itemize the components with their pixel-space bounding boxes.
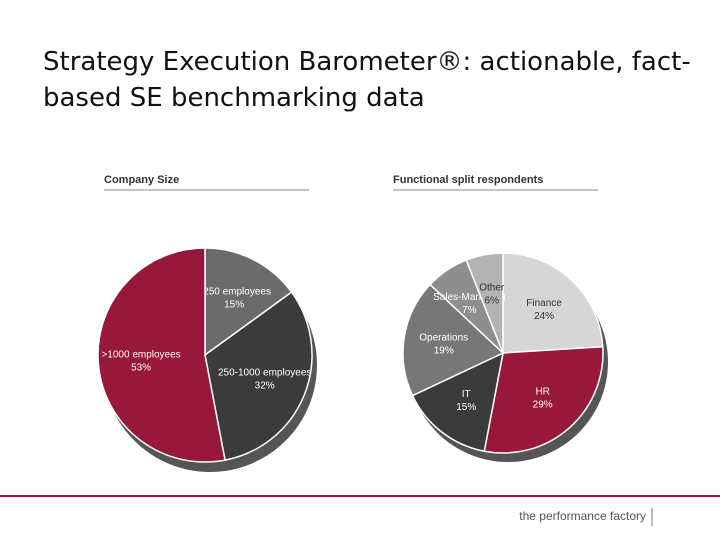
slice-value: 7% <box>462 305 477 316</box>
slice-value: 15% <box>456 402 476 413</box>
slice-label: >1000 employees <box>101 350 180 361</box>
slice-label: Operations <box>419 332 468 343</box>
footer-brand: the performance factory <box>519 509 646 523</box>
slice-value: 24% <box>534 311 554 322</box>
slice-value: 29% <box>533 400 553 411</box>
pie-slice <box>97 247 226 463</box>
slice-label: Sales-Marketing <box>433 292 505 303</box>
slide-title: Strategy Execution Barometer®: actionabl… <box>43 47 691 113</box>
slice-value: 15% <box>224 299 244 310</box>
slice-label: IT <box>462 389 471 400</box>
slice-label: <250 employees <box>197 286 271 297</box>
slice-label: 250-1000 employees <box>218 367 311 378</box>
chart-title: Company Size <box>104 174 179 186</box>
chart-title: Functional split respondents <box>393 174 543 186</box>
slice-label: HR <box>535 387 549 398</box>
slice-label: Other <box>479 283 505 294</box>
pie-slice <box>402 283 505 397</box>
slice-value: 6% <box>485 296 500 307</box>
pie-slice <box>411 351 505 453</box>
pie-slice <box>465 252 504 354</box>
pie-slice <box>204 291 313 461</box>
slice-value: 53% <box>131 363 151 374</box>
pie-slice <box>483 345 604 454</box>
slice-value: 32% <box>255 380 275 391</box>
slice-label: Finance <box>526 298 562 309</box>
slice-value: 19% <box>434 345 454 356</box>
pie-slice <box>502 252 604 354</box>
pie-slice <box>204 247 293 357</box>
